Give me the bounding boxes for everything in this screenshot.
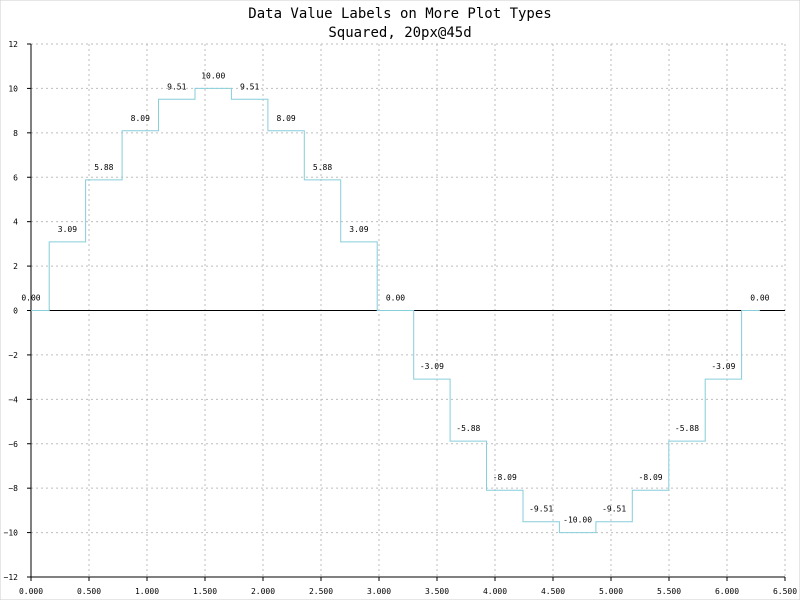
chart-title: Data Value Labels on More Plot Types	[248, 6, 551, 22]
series-layer	[31, 87, 760, 534]
x-tick-label: 4.000	[483, 587, 507, 596]
y-tick-label: −2	[8, 351, 18, 360]
data-label: -8.09	[493, 473, 517, 482]
data-label: -8.09	[639, 473, 663, 482]
data-label: 3.09	[58, 225, 77, 234]
y-tick-label: 2	[13, 262, 18, 271]
x-tick-label: 5.500	[657, 587, 681, 596]
data-label: -3.09	[420, 362, 444, 371]
data-label: 8.09	[276, 114, 295, 123]
x-tick-label: 1.500	[193, 587, 217, 596]
series-line	[31, 87, 760, 534]
data-label: 0.00	[386, 294, 405, 303]
x-tick-label: 4.500	[541, 587, 565, 596]
y-tick-label: −12	[4, 573, 19, 582]
y-tick-label: 12	[8, 40, 18, 49]
data-label: -10.00	[563, 516, 592, 525]
data-label: 0.00	[750, 294, 769, 303]
data-label: 8.09	[131, 114, 150, 123]
data-label: 3.09	[349, 225, 368, 234]
y-tick-label: −8	[8, 484, 18, 493]
y-tick-label: −4	[8, 395, 18, 404]
y-tick-label: 4	[13, 218, 18, 227]
data-label: -5.88	[675, 424, 699, 433]
y-tick-label: 6	[13, 173, 18, 182]
data-label: -9.51	[602, 505, 626, 514]
x-tick-label: 5.000	[599, 587, 623, 596]
y-tick-label: 8	[13, 129, 18, 138]
data-label: 5.88	[313, 163, 332, 172]
data-label: 9.51	[167, 82, 186, 91]
x-tick-label: 6.500	[773, 587, 797, 596]
x-tick-label: 1.000	[135, 587, 159, 596]
y-tick-label: −10	[4, 529, 19, 538]
data-label: 9.51	[240, 82, 259, 91]
x-tick-label: 0.500	[77, 587, 101, 596]
y-tick-label: 10	[8, 84, 18, 93]
x-tick-label: 0.000	[19, 587, 43, 596]
data-label: 10.00	[201, 71, 225, 80]
data-labels: 0.00 3.09 5.88 8.09 9.51 10.00 9.51 8.09 5.88 3.0…	[21, 71, 769, 524]
x-tick-label: 3.000	[367, 587, 391, 596]
x-tick-label: 2.500	[309, 587, 333, 596]
y-tick-label: −6	[8, 440, 18, 449]
axis-layer: 12 10 8 6 4 2 0 −2 −4 −6 −8 −10 −120.000 0.500 1.000 1.…	[4, 40, 798, 596]
data-label: -3.09	[711, 362, 735, 371]
data-label: -5.88	[456, 424, 480, 433]
y-tick-label: 0	[13, 307, 18, 316]
chart-subtitle: Squared, 20px@45d	[328, 25, 471, 41]
data-label: -9.51	[529, 505, 553, 514]
x-tick-label: 6.000	[715, 587, 739, 596]
data-label: 0.00	[21, 294, 40, 303]
x-tick-label: 2.000	[251, 587, 275, 596]
x-tick-label: 3.500	[425, 587, 449, 596]
data-label: 5.88	[94, 163, 113, 172]
